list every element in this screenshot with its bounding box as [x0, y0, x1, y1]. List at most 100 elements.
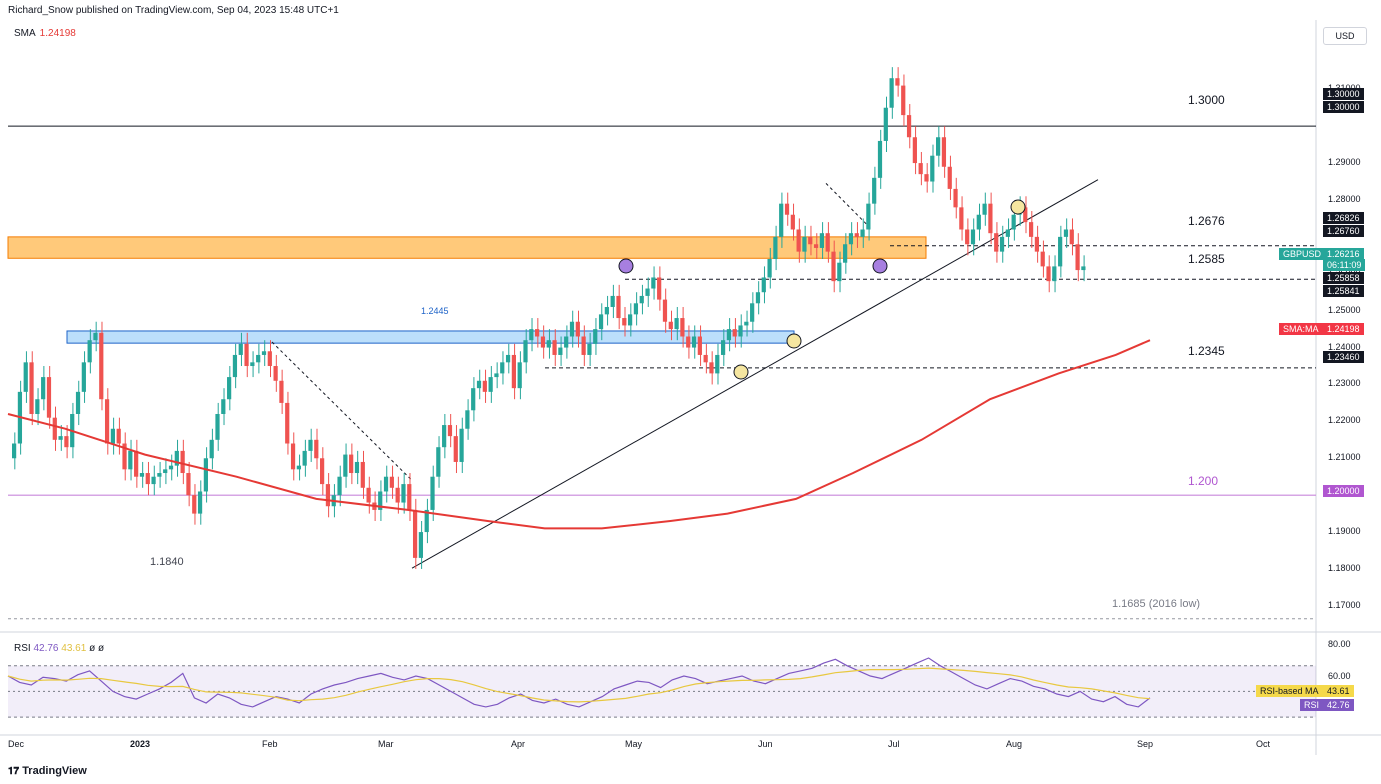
candle-129: [761, 266, 766, 304]
candle-body-86: [511, 354, 516, 389]
candle-body-47: [285, 402, 290, 444]
candle-43: [261, 340, 267, 367]
candle-137: [808, 225, 813, 256]
candle-96: [569, 310, 575, 348]
candle-12: [81, 351, 86, 403]
candle-161: [947, 155, 952, 200]
candle-body-167: [982, 203, 987, 215]
candle-body-19: [122, 443, 127, 470]
level-1-2345: 1.2345: [1188, 344, 1225, 358]
candle-82: [488, 366, 493, 403]
candle-44: [267, 340, 272, 378]
rsi-ma-tag-name: RSI-based MA: [1256, 685, 1323, 697]
candle-body-91: [540, 336, 546, 348]
candle-body-38: [232, 354, 238, 378]
candle-body-93: [552, 340, 557, 355]
candle-body-7: [52, 417, 57, 440]
candle-body-9: [64, 436, 69, 448]
candle-35: [215, 402, 220, 451]
candle-111: [657, 266, 662, 311]
marker-yellow-2: [786, 333, 802, 349]
candle-body-184: [1081, 266, 1086, 271]
candle-body-99: [587, 343, 592, 355]
rsi-tag-value: 42.76: [1323, 699, 1354, 711]
candle-168: [988, 192, 993, 245]
candle-body-118: [697, 336, 702, 355]
candle-170: [999, 225, 1005, 263]
candle-body-159: [936, 137, 941, 156]
y-tick-9: 1.19000: [1328, 526, 1361, 537]
candle-body-169: [994, 233, 999, 252]
candle-body-2: [23, 362, 28, 392]
level-1-200: 1.200: [1188, 474, 1219, 488]
candle-159: [936, 126, 941, 167]
candle-body-61: [366, 487, 371, 503]
candle-body-114: [674, 318, 679, 330]
candle-18: [116, 417, 121, 455]
candle-body-87: [517, 362, 522, 389]
candle-11: [75, 380, 81, 426]
rsi-legend[interactable]: RSI 42.76 43.61 ø ø: [14, 643, 104, 654]
footer-brand[interactable]: 𝟏𝟕 TradingView: [8, 765, 87, 777]
candle-67: [401, 473, 406, 514]
candle-106: [628, 303, 633, 337]
candle-body-148: [872, 177, 877, 204]
candle-181: [1063, 218, 1069, 248]
candle-body-96: [569, 321, 575, 337]
candle-body-80: [476, 380, 482, 389]
candle-51: [308, 428, 313, 462]
candle-body-90: [535, 329, 540, 337]
candle-body-42: [256, 354, 261, 363]
candle-body-101: [598, 314, 604, 330]
candle-148: [872, 166, 877, 215]
candle-body-89: [529, 329, 534, 341]
candle-body-60: [360, 461, 365, 488]
trendline-downtrend: [271, 341, 413, 481]
candle-body-180: [1058, 236, 1063, 267]
candle-body-135: [796, 229, 801, 252]
candle-58: [349, 443, 354, 485]
candle-body-109: [645, 288, 650, 296]
candle-body-23: [145, 473, 150, 485]
x-label-5: May: [625, 739, 643, 749]
candle-body-70: [418, 532, 424, 558]
candle-body-77: [459, 428, 464, 462]
tag-symbol: GBPUSD: [1279, 248, 1326, 260]
candle-7: [52, 406, 57, 451]
x-label-4: Apr: [511, 739, 526, 749]
candle-body-117: [691, 336, 697, 348]
candle-15: [99, 321, 104, 411]
candle-150: [883, 96, 888, 153]
candle-47: [285, 391, 290, 455]
candle-165: [970, 218, 976, 256]
y-tick-6: 1.23000: [1328, 378, 1361, 389]
candle-body-108: [639, 295, 644, 304]
candle-121: [715, 343, 720, 385]
tag-countdown: 06:11:09: [1323, 259, 1366, 271]
candle-21: [134, 439, 139, 488]
tag-1-25858: 1.25858: [1323, 272, 1364, 284]
candle-body-8: [58, 436, 63, 440]
candle-body-171: [1005, 229, 1010, 237]
candle-139: [819, 222, 824, 260]
candle-body-130: [767, 259, 772, 278]
candle-85: [505, 343, 511, 374]
candle-126: [744, 310, 749, 337]
candle-118: [697, 325, 702, 367]
candle-163: [959, 196, 964, 241]
currency-selector[interactable]: USD: [1323, 27, 1367, 45]
candle-84: [500, 351, 505, 385]
candle-105: [622, 306, 627, 337]
candle-body-65: [389, 476, 394, 488]
sma-legend[interactable]: SMA 1.24198: [14, 28, 76, 39]
candle-body-142: [837, 262, 842, 282]
candle-132: [779, 192, 784, 248]
candle-77: [459, 417, 464, 474]
marker-yellow-3: [1010, 199, 1026, 215]
candle-157: [924, 163, 929, 193]
candle-69: [412, 498, 418, 569]
candle-body-57: [343, 454, 348, 477]
candle-body-14: [93, 332, 98, 341]
candle-0: [12, 432, 17, 470]
